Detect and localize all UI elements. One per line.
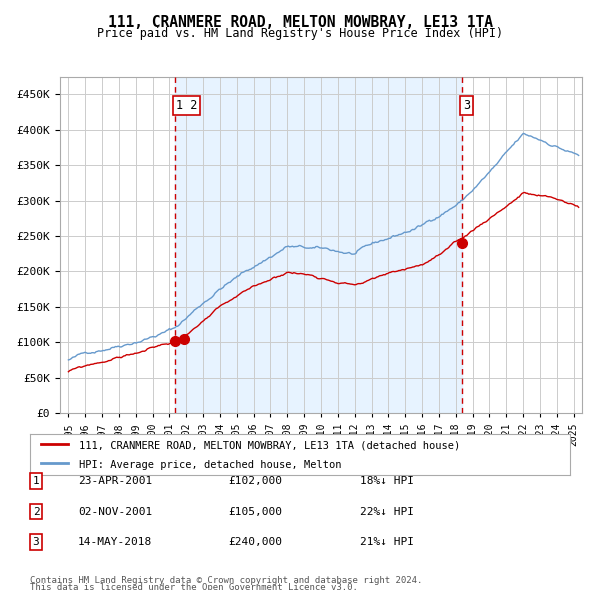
Text: 3: 3 (463, 99, 470, 112)
Text: 3: 3 (32, 537, 40, 547)
Text: 111, CRANMERE ROAD, MELTON MOWBRAY, LE13 1TA: 111, CRANMERE ROAD, MELTON MOWBRAY, LE13… (107, 15, 493, 30)
Text: 1 2: 1 2 (176, 99, 197, 112)
Text: This data is licensed under the Open Government Licence v3.0.: This data is licensed under the Open Gov… (30, 583, 358, 590)
Text: 2: 2 (32, 507, 40, 516)
Text: 18%↓ HPI: 18%↓ HPI (360, 476, 414, 486)
Text: 14-MAY-2018: 14-MAY-2018 (78, 537, 152, 547)
Text: 21%↓ HPI: 21%↓ HPI (360, 537, 414, 547)
Text: £240,000: £240,000 (228, 537, 282, 547)
Text: 02-NOV-2001: 02-NOV-2001 (78, 507, 152, 516)
Text: £105,000: £105,000 (228, 507, 282, 516)
Text: Price paid vs. HM Land Registry's House Price Index (HPI): Price paid vs. HM Land Registry's House … (97, 27, 503, 40)
Text: 1: 1 (32, 476, 40, 486)
Text: £102,000: £102,000 (228, 476, 282, 486)
Text: 22%↓ HPI: 22%↓ HPI (360, 507, 414, 516)
Text: HPI: Average price, detached house, Melton: HPI: Average price, detached house, Melt… (79, 460, 341, 470)
Text: 23-APR-2001: 23-APR-2001 (78, 476, 152, 486)
Bar (175, 77, 462, 413)
Text: Contains HM Land Registry data © Crown copyright and database right 2024.: Contains HM Land Registry data © Crown c… (30, 576, 422, 585)
Text: 111, CRANMERE ROAD, MELTON MOWBRAY, LE13 1TA (detached house): 111, CRANMERE ROAD, MELTON MOWBRAY, LE13… (79, 440, 460, 450)
